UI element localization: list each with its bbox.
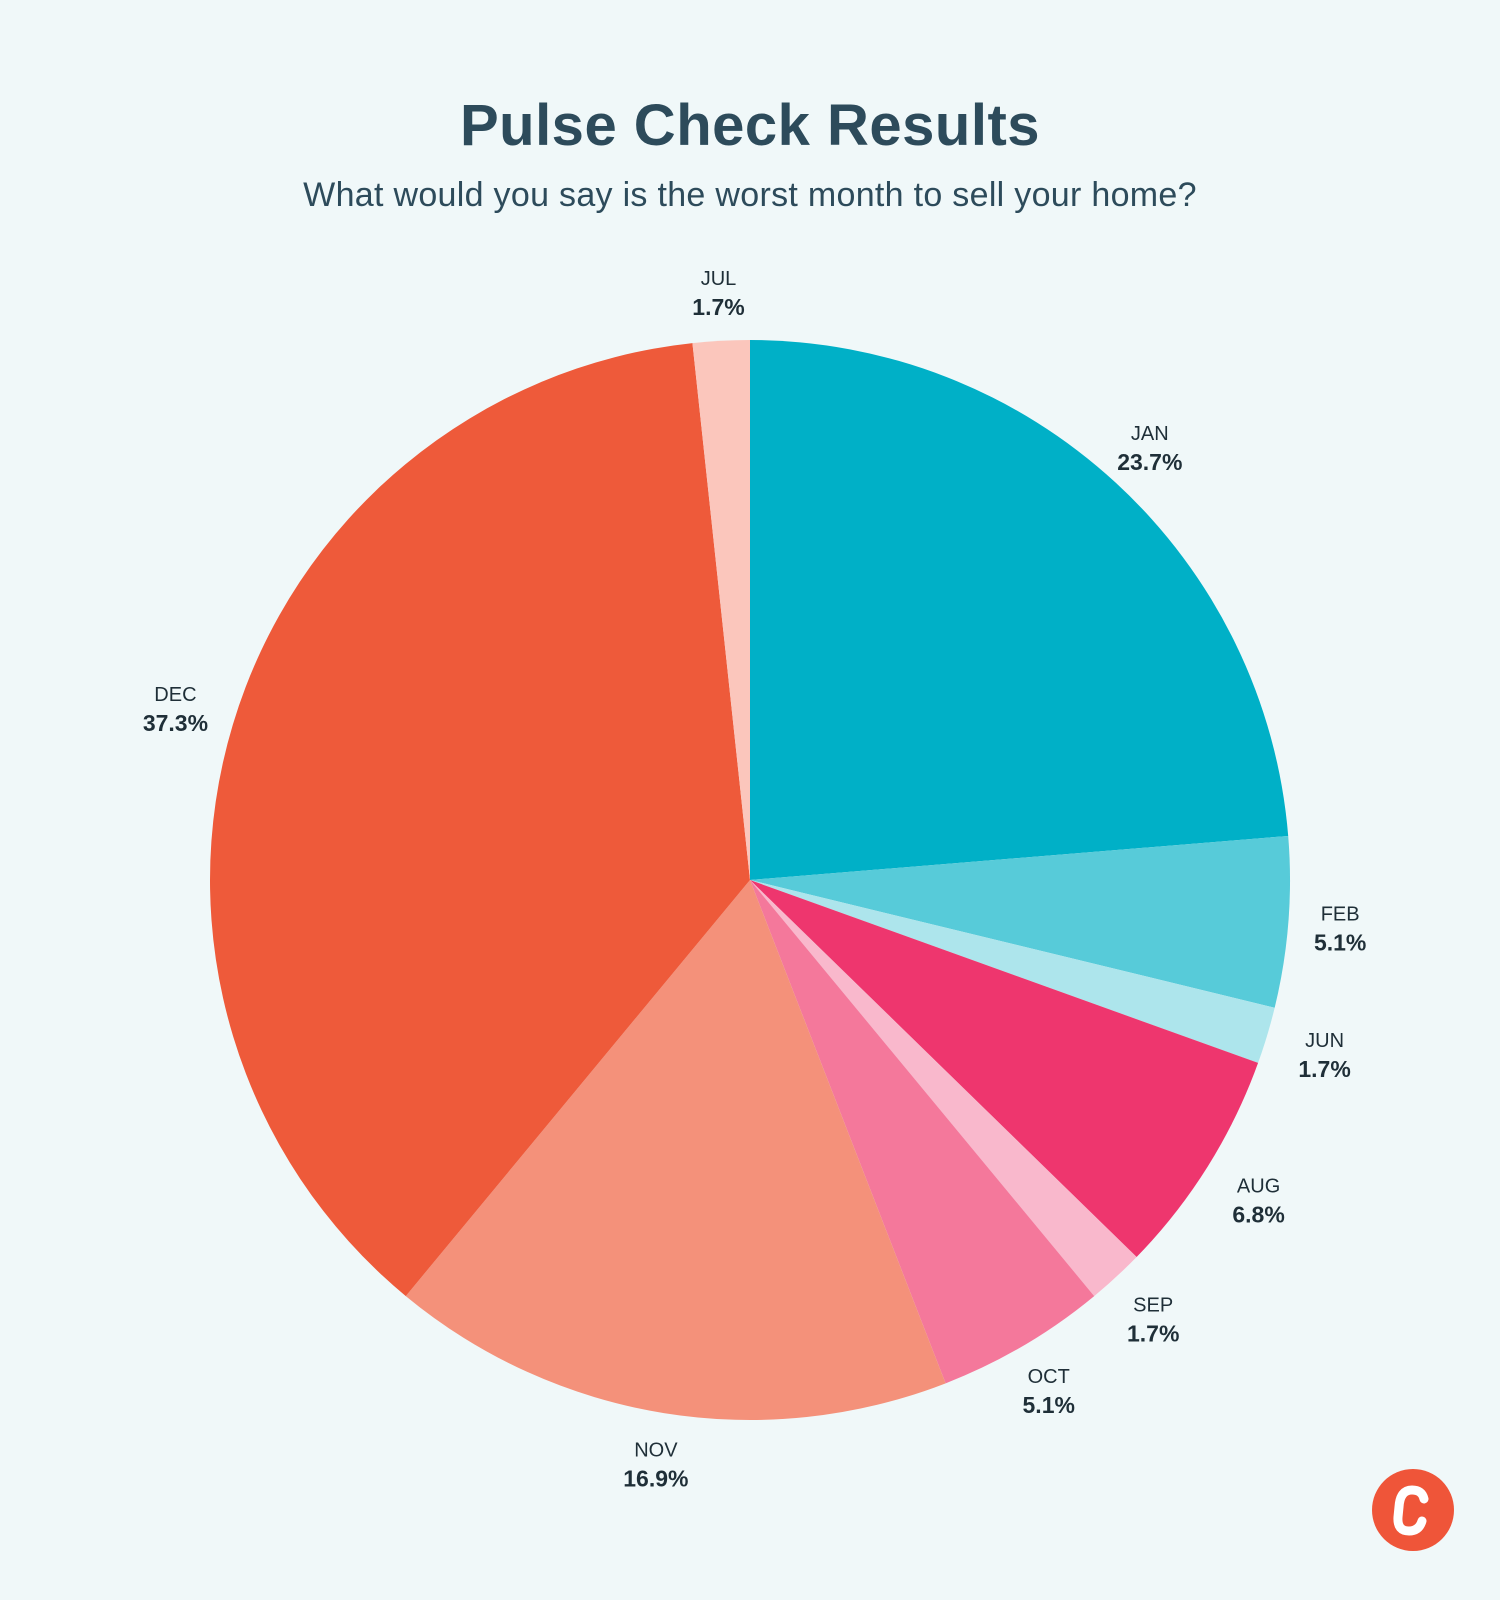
- slice-value-feb: 5.1%: [1314, 929, 1366, 955]
- slice-value-jul: 1.7%: [692, 294, 744, 320]
- slice-value-jun: 1.7%: [1298, 1056, 1350, 1082]
- slice-value-oct: 5.1%: [1023, 1392, 1075, 1418]
- chart-title: Pulse Check Results: [459, 93, 1041, 158]
- slice-label-aug: AUG: [1237, 1175, 1280, 1197]
- brand-logo-icon: [1372, 1469, 1454, 1551]
- slice-value-sep: 1.7%: [1127, 1321, 1179, 1347]
- pie-slices: [209, 340, 1290, 1420]
- chart-subtitle: What would you say is the worst month to…: [303, 176, 1197, 214]
- slice-label-jul: JUL: [701, 268, 737, 290]
- pie-labels: JAN 23.7% FEB 5.1% JUN 1.7% AUG 6.8% SEP 1.7% OCT 5…: [143, 268, 1367, 1492]
- slice-label-sep: SEP: [1133, 1295, 1173, 1317]
- slice-value-nov: 16.9%: [623, 1465, 688, 1491]
- slice-label-nov: NOV: [634, 1439, 678, 1461]
- pie-slice-jan: [750, 340, 1289, 880]
- pie-slice-nov: [405, 880, 946, 1420]
- pie-slice-aug: [750, 880, 1259, 1258]
- slice-label-dec: DEC: [154, 684, 196, 706]
- pie-slice-dec: [209, 343, 750, 1297]
- pie-slice-sep: [750, 880, 1137, 1297]
- pie-slice-jul: [692, 340, 750, 880]
- slice-value-aug: 6.8%: [1232, 1201, 1284, 1227]
- pie-slice-jun: [750, 880, 1275, 1063]
- slice-label-oct: OCT: [1028, 1366, 1070, 1388]
- slice-label-jun: JUN: [1305, 1030, 1344, 1052]
- pie-slice-feb: [750, 835, 1290, 1008]
- slice-label-jan: JAN: [1131, 423, 1169, 445]
- slice-value-dec: 37.3%: [143, 710, 208, 736]
- slice-value-jan: 23.7%: [1117, 449, 1182, 475]
- slice-label-feb: FEB: [1321, 903, 1360, 925]
- pie-slice-oct: [750, 880, 1095, 1384]
